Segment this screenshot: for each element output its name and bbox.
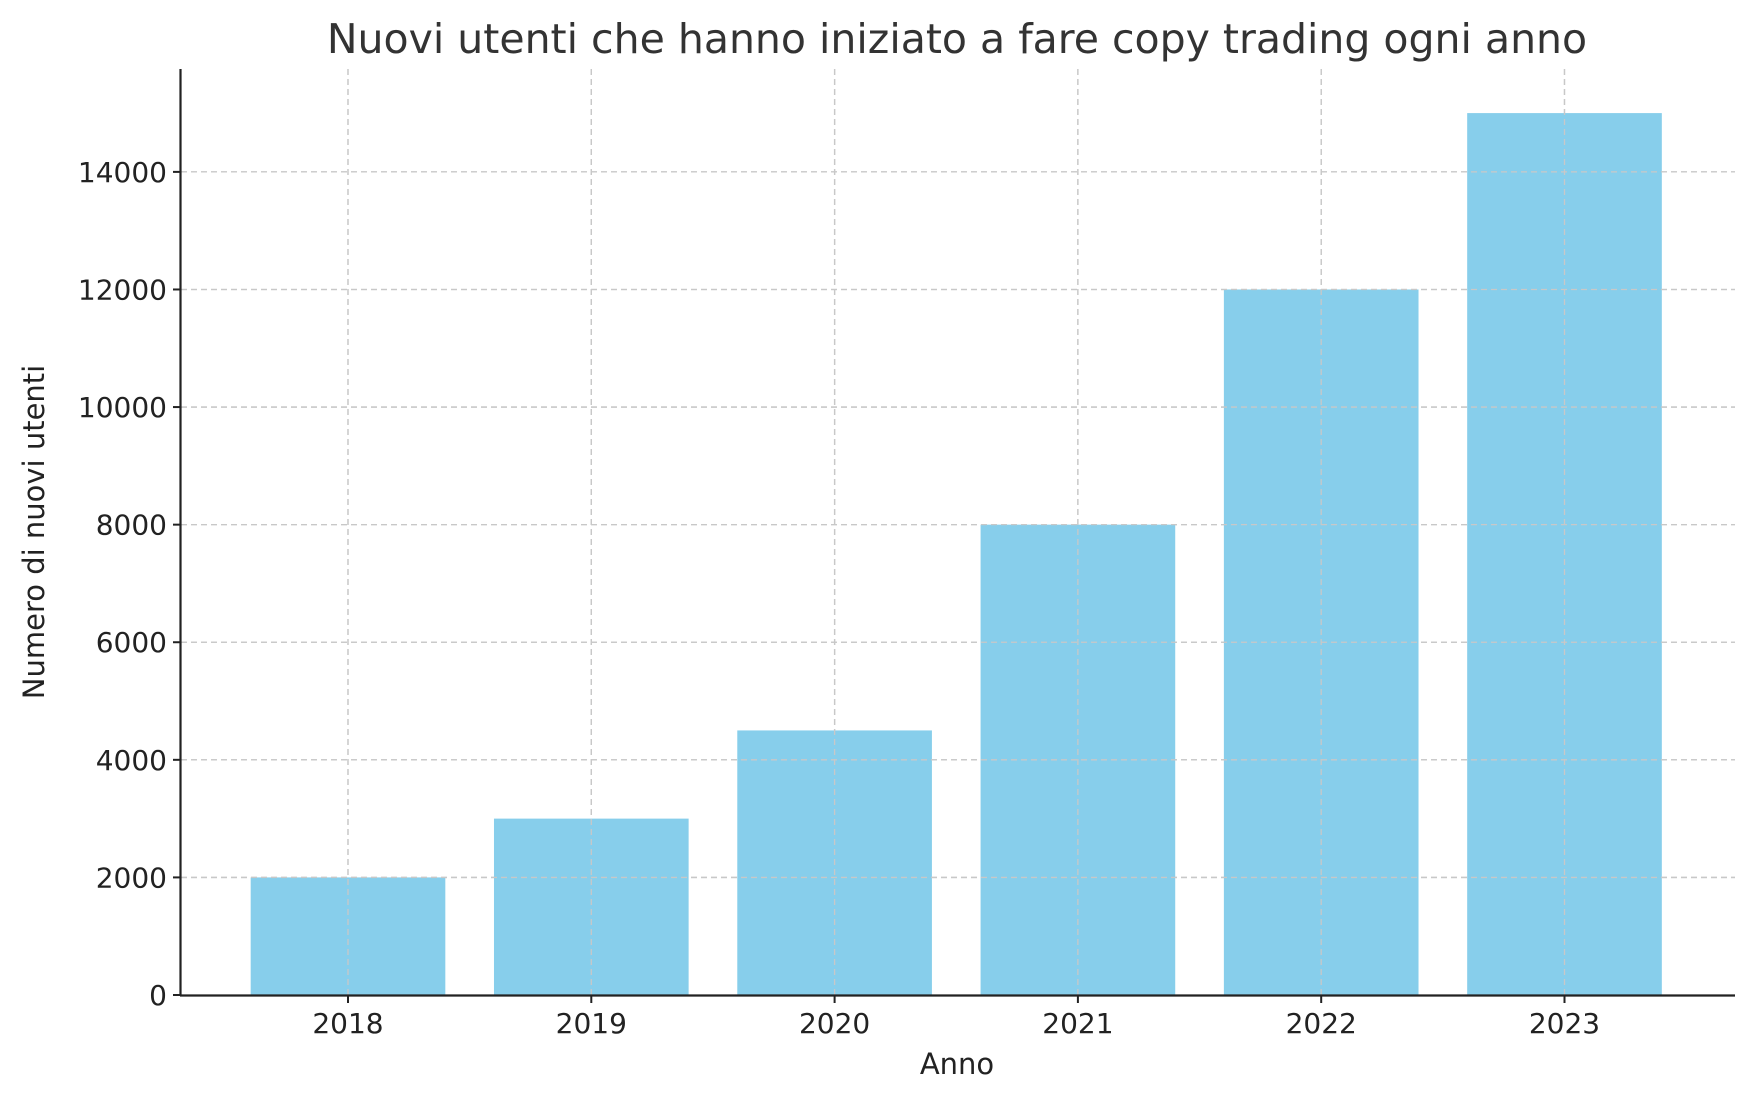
x-tick-label: 2022 (1286, 1007, 1357, 1040)
chart-title: Nuovi utenti che hanno iniziato a fare c… (327, 15, 1587, 63)
bars (250, 113, 1662, 996)
x-tick-label: 2019 (556, 1007, 627, 1040)
y-tick-label: 0 (149, 979, 167, 1012)
bar-2019 (493, 818, 689, 995)
y-axis-label: Numero di nuovi utenti (17, 365, 51, 699)
y-tick-label: 6000 (96, 626, 167, 659)
ticks: 0 2000 4000 6000 8000 10000 12000 14000 2018 2019… (78, 156, 1600, 1040)
y-tick-label: 4000 (96, 744, 167, 777)
y-tick-label: 8000 (96, 509, 167, 542)
x-tick-label: 2023 (1529, 1007, 1600, 1040)
y-tick-label: 12000 (78, 273, 167, 306)
bar-2018 (250, 877, 446, 995)
x-tick-label: 2021 (1042, 1007, 1113, 1040)
x-axis-label: Anno (920, 1047, 994, 1081)
axes (179, 69, 1735, 997)
x-tick-label: 2020 (799, 1007, 870, 1040)
y-tick-label: 14000 (78, 156, 167, 189)
grid-overlay (181, 69, 1735, 995)
y-tick-label: 2000 (96, 861, 167, 894)
x-tick-label: 2018 (312, 1007, 383, 1040)
y-tick-label: 10000 (78, 391, 167, 424)
